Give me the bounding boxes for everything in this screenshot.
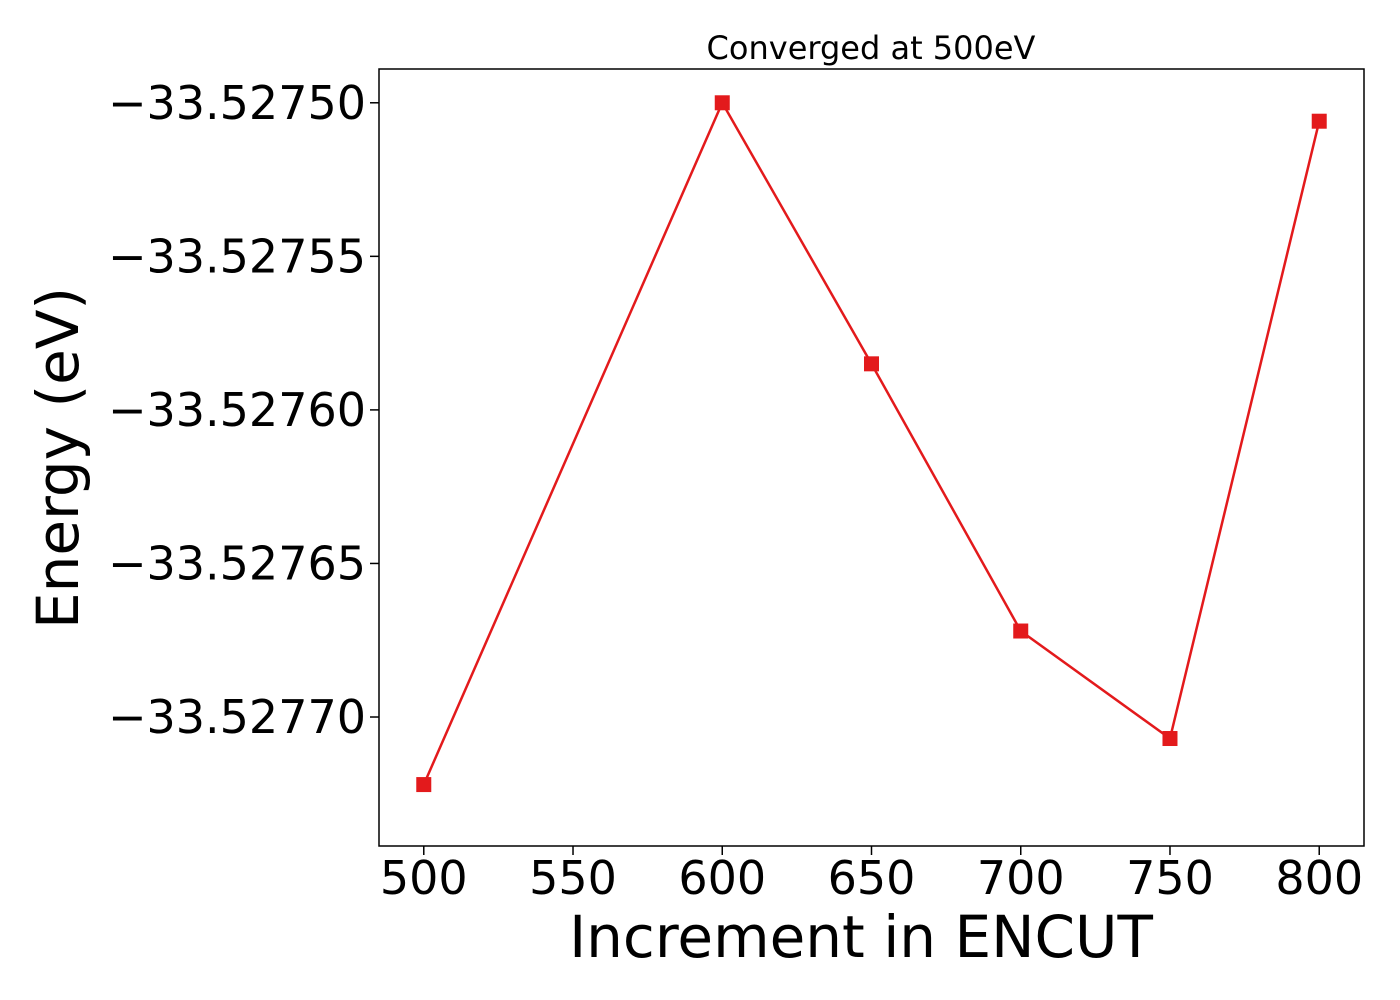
chart-title: Converged at 500eV bbox=[707, 29, 1036, 67]
y-tick-label: −33.52770 bbox=[108, 690, 366, 744]
x-axis: 500 550 600 650 700 750 800 bbox=[380, 846, 1363, 905]
plot-area bbox=[378, 68, 1365, 847]
x-tick-label: 550 bbox=[529, 851, 617, 905]
x-axis-label: Increment in ENCUT bbox=[569, 903, 1153, 971]
y-tick-label: −33.52755 bbox=[108, 229, 366, 283]
data-point-marker bbox=[864, 356, 879, 372]
x-tick-label: 600 bbox=[678, 851, 766, 905]
y-tick-label: −33.52765 bbox=[108, 536, 366, 590]
x-tick-label: 700 bbox=[977, 851, 1065, 905]
series-group bbox=[416, 95, 1327, 793]
series-line bbox=[422, 101, 1321, 786]
x-tick-label: 750 bbox=[1126, 851, 1214, 905]
data-point-marker bbox=[1162, 731, 1178, 747]
y-axis: −33.52770 −33.52765 −33.52760 −33.52755 −33.… bbox=[108, 76, 379, 744]
y-tick-label: −33.52750 bbox=[108, 76, 366, 130]
x-tick-label: 800 bbox=[1275, 851, 1363, 905]
y-axis-label: Energy (eV) bbox=[24, 287, 92, 629]
data-point-marker bbox=[416, 777, 432, 793]
data-point-marker bbox=[1311, 113, 1327, 129]
data-point-marker bbox=[714, 95, 730, 111]
y-tick-label: −33.52760 bbox=[108, 383, 366, 437]
x-tick-label: 500 bbox=[380, 851, 468, 905]
data-point-marker bbox=[1013, 623, 1029, 639]
x-tick-label: 650 bbox=[828, 851, 916, 905]
